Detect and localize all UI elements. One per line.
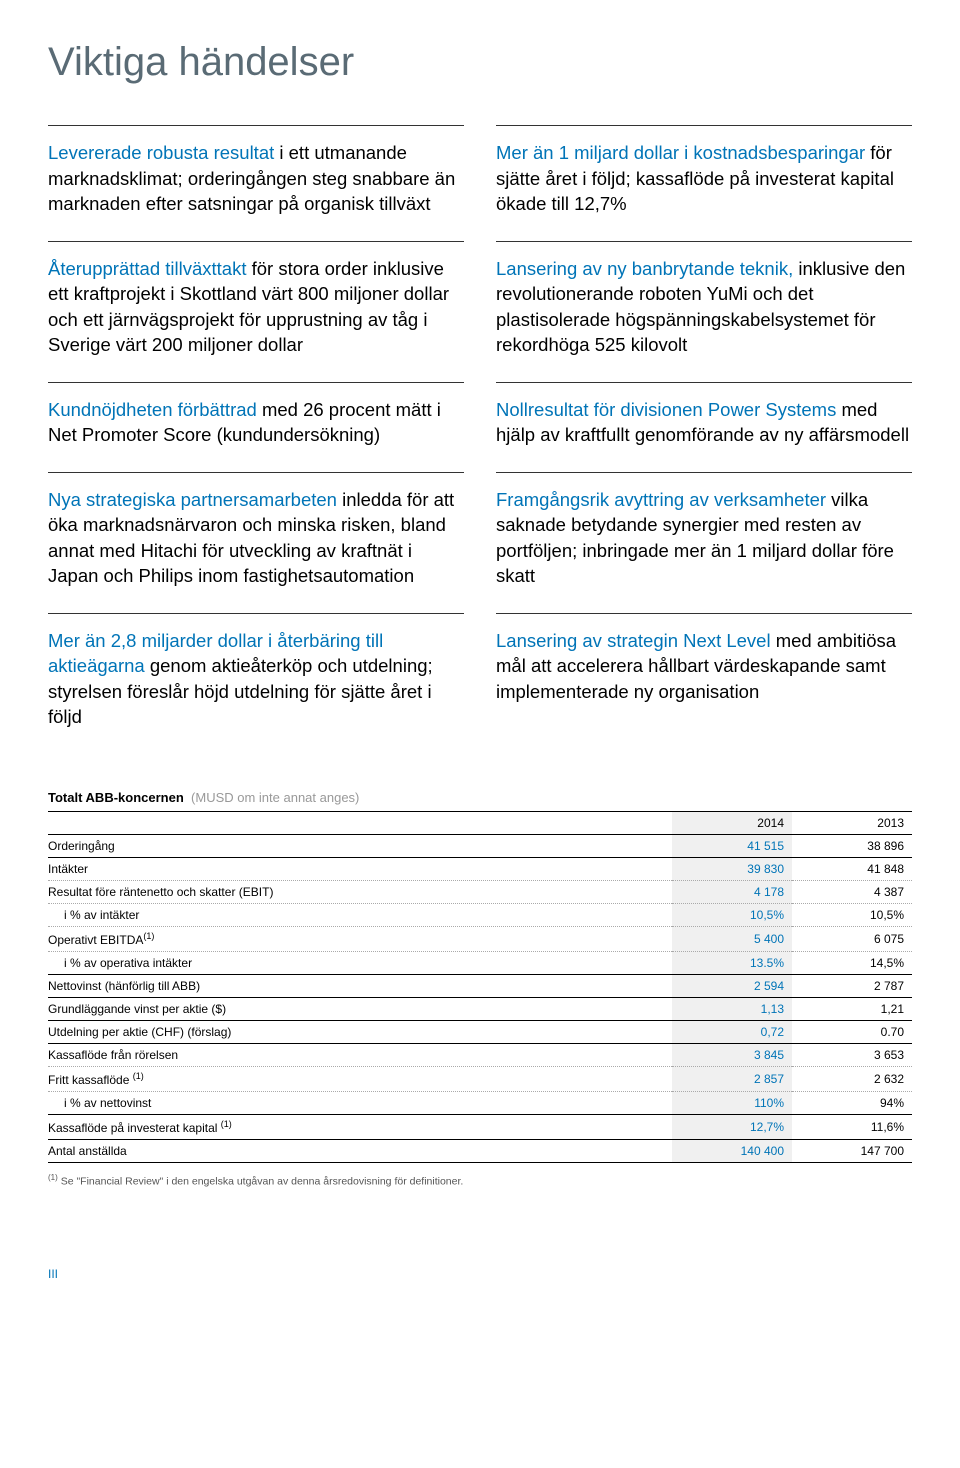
row-value-y2: 10,5% [792,903,912,926]
row-label: Kassaflöde från rörelsen [48,1043,672,1066]
row-value-y1: 0,72 [672,1020,792,1043]
row-value-y2: 0.70 [792,1020,912,1043]
table-row: Grundläggande vinst per aktie ($)1,131,2… [48,997,912,1020]
highlight-item: Lansering av strategin Next Level med am… [496,613,912,705]
row-value-y2: 3 653 [792,1043,912,1066]
table-row: Nettovinst (hänförlig till ABB)2 5942 78… [48,974,912,997]
footnote-text: Se "Financial Review" i den engelska utg… [58,1175,464,1187]
table-row: Orderingång41 51538 896 [48,834,912,857]
row-value-y2: 1,21 [792,997,912,1020]
table-row: Antal anställda140 400147 700 [48,1139,912,1162]
row-label: i % av intäkter [48,903,672,926]
row-value-y1: 1,13 [672,997,792,1020]
row-sup: (1) [221,1119,232,1129]
highlight-item: Mer än 2,8 miljarder dollar i återbäring… [48,613,464,730]
table-title-main: Totalt ABB-koncernen [48,790,184,805]
row-value-y1: 2 857 [672,1066,792,1091]
row-value-y1: 12,7% [672,1114,792,1139]
highlight-lead: Lansering av strategin Next Level [496,630,771,651]
row-value-y2: 38 896 [792,834,912,857]
row-value-y1: 140 400 [672,1139,792,1162]
row-label: Utdelning per aktie (CHF) (förslag) [48,1020,672,1043]
row-value-y2: 14,5% [792,951,912,974]
table-header-year2: 2013 [792,811,912,834]
table-body: Orderingång41 51538 896Intäkter39 83041 … [48,834,912,1162]
left-column: Levererade robusta resultat i ett utmana… [48,125,464,730]
financial-table: 2014 2013 Orderingång41 51538 896Intäkte… [48,811,912,1163]
table-row: Operativt EBITDA(1)5 4006 075 [48,926,912,951]
row-value-y2: 11,6% [792,1114,912,1139]
footnote-sup: (1) [48,1173,58,1182]
row-label: Operativt EBITDA(1) [48,926,672,951]
row-value-y1: 110% [672,1091,792,1114]
table-row: i % av nettovinst110%94% [48,1091,912,1114]
table-row: Kassaflöde på investerat kapital (1)12,7… [48,1114,912,1139]
row-value-y1: 39 830 [672,857,792,880]
row-value-y1: 5 400 [672,926,792,951]
table-row: Utdelning per aktie (CHF) (förslag)0,720… [48,1020,912,1043]
row-label: Nettovinst (hänförlig till ABB) [48,974,672,997]
table-footnote: (1) Se "Financial Review" i den engelska… [48,1173,912,1188]
highlight-item: Mer än 1 miljard dollar i kostnadsbespar… [496,125,912,241]
highlight-item: Nya strategiska partnersamarbeten inledd… [48,472,464,613]
table-row: Intäkter39 83041 848 [48,857,912,880]
table-row: Resultat före räntenetto och skatter (EB… [48,880,912,903]
table-header-empty [48,811,672,834]
highlight-item: Lansering av ny banbrytande teknik, inkl… [496,241,912,382]
table-row: i % av operativa intäkter13.5%14,5% [48,951,912,974]
row-value-y1: 3 845 [672,1043,792,1066]
table-title-sub: (MUSD om inte annat anges) [191,790,359,805]
table-header-row: 2014 2013 [48,811,912,834]
table-row: Kassaflöde från rörelsen3 8453 653 [48,1043,912,1066]
highlights-columns: Levererade robusta resultat i ett utmana… [48,125,912,730]
highlight-item: Framgångsrik avyttring av verksamheter v… [496,472,912,613]
row-value-y2: 6 075 [792,926,912,951]
highlight-lead: Mer än 1 miljard dollar i kostnadsbespar… [496,142,865,163]
row-label: Antal anställda [48,1139,672,1162]
highlight-item: Återupprättad tillväxttakt för stora ord… [48,241,464,382]
row-value-y2: 94% [792,1091,912,1114]
row-value-y2: 2 787 [792,974,912,997]
table-row: i % av intäkter10,5%10,5% [48,903,912,926]
row-value-y1: 4 178 [672,880,792,903]
highlight-lead: Levererade robusta resultat [48,142,274,163]
highlight-lead: Kundnöjdheten förbättrad [48,399,257,420]
row-sup: (1) [133,1071,144,1081]
row-value-y2: 147 700 [792,1139,912,1162]
row-sup: (1) [143,931,154,941]
row-label: Orderingång [48,834,672,857]
highlight-item: Nollresultat för divisionen Power System… [496,382,912,472]
table-header-year1: 2014 [672,811,792,834]
row-label: i % av operativa intäkter [48,951,672,974]
row-value-y2: 2 632 [792,1066,912,1091]
row-label: Fritt kassaflöde (1) [48,1066,672,1091]
highlight-lead: Lansering av ny banbrytande teknik, [496,258,793,279]
highlight-item: Kundnöjdheten förbättrad med 26 procent … [48,382,464,472]
page-title: Viktiga händelser [48,40,912,85]
financial-table-section: Totalt ABB-koncernen (MUSD om inte annat… [48,790,912,1188]
table-row: Fritt kassaflöde (1)2 8572 632 [48,1066,912,1091]
highlight-item: Levererade robusta resultat i ett utmana… [48,125,464,241]
page-number: III [48,1267,912,1281]
row-value-y1: 13.5% [672,951,792,974]
table-title: Totalt ABB-koncernen (MUSD om inte annat… [48,790,912,805]
row-value-y1: 10,5% [672,903,792,926]
row-value-y1: 41 515 [672,834,792,857]
row-value-y1: 2 594 [672,974,792,997]
row-label: Kassaflöde på investerat kapital (1) [48,1114,672,1139]
row-label: Resultat före räntenetto och skatter (EB… [48,880,672,903]
highlight-lead: Framgångsrik avyttring av verksamheter [496,489,826,510]
highlight-lead: Återupprättad tillväxttakt [48,258,246,279]
row-value-y2: 4 387 [792,880,912,903]
row-value-y2: 41 848 [792,857,912,880]
row-label: Grundläggande vinst per aktie ($) [48,997,672,1020]
right-column: Mer än 1 miljard dollar i kostnadsbespar… [496,125,912,730]
row-label: i % av nettovinst [48,1091,672,1114]
highlight-lead: Nya strategiska partnersamarbeten [48,489,337,510]
highlight-lead: Nollresultat för divisionen Power System… [496,399,836,420]
row-label: Intäkter [48,857,672,880]
